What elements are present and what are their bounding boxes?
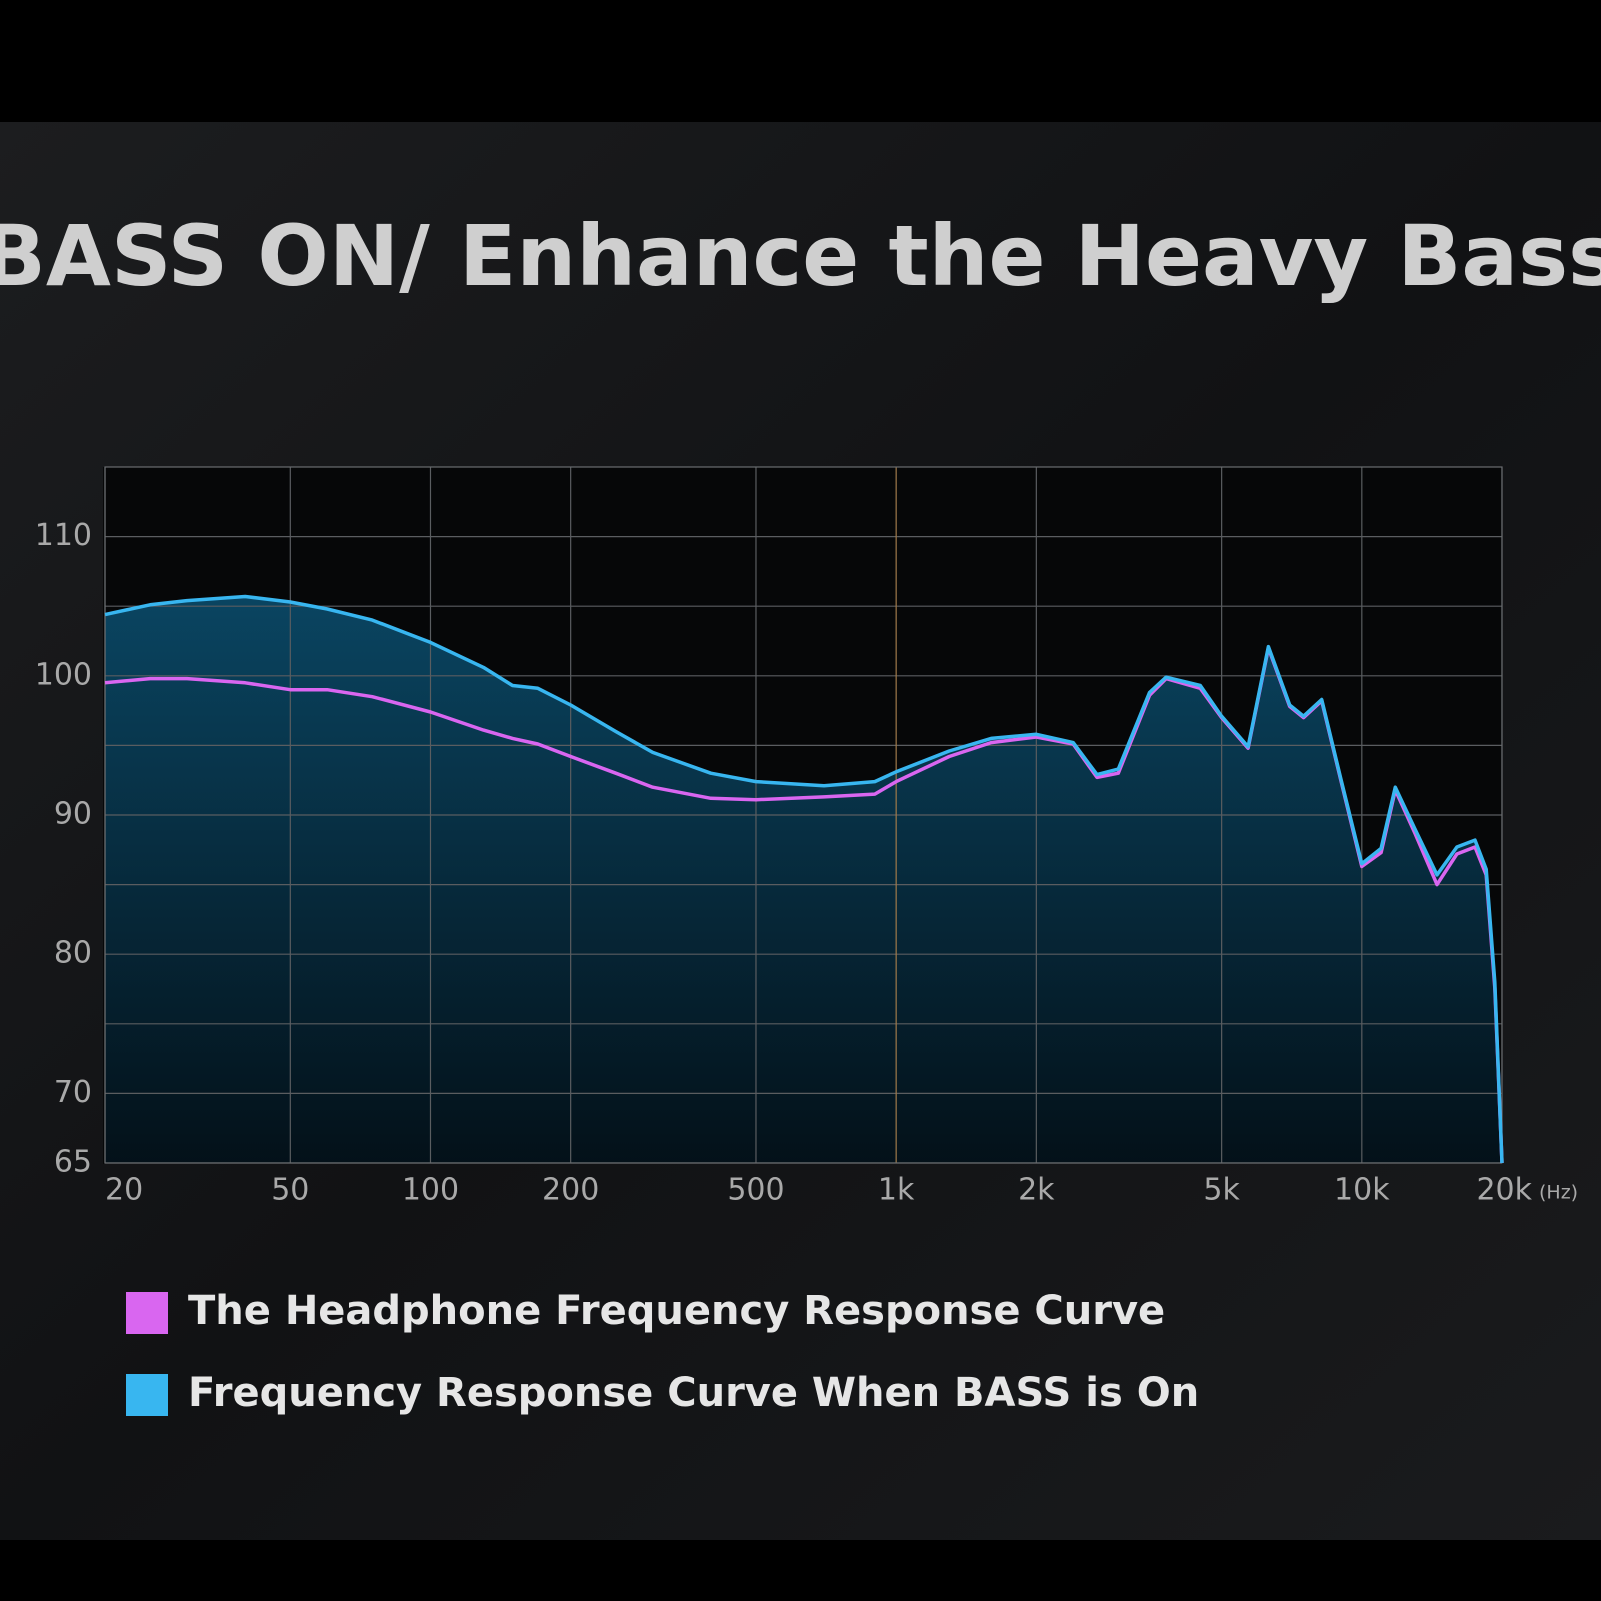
series-line: [104, 594, 1504, 1164]
x-tick-label: 2k: [1018, 1173, 1055, 1208]
x-tick-label: 1k: [878, 1173, 915, 1208]
y-tick-label: 70: [54, 1075, 92, 1110]
area: [105, 596, 1502, 1163]
plot-frame: [104, 466, 1503, 1164]
x-tick-label: 10k: [1334, 1173, 1390, 1208]
legend-swatch: [126, 1292, 168, 1334]
y-tick-label: 90: [54, 797, 92, 832]
x-tick-label: 5k: [1203, 1173, 1240, 1208]
y-tick-label: 100: [35, 657, 92, 692]
x-tick-label: 100: [402, 1173, 459, 1208]
x-unit: (Hz): [1539, 1182, 1578, 1204]
x-tick-label: 500: [727, 1173, 784, 1208]
legend-swatch: [126, 1374, 168, 1416]
y-tick-label: 80: [54, 936, 92, 971]
legend-label: The Headphone Frequency Response Curve: [188, 1288, 1165, 1334]
legend-label: Frequency Response Curve When BASS is On: [188, 1370, 1199, 1416]
chart-title: BASS ON/ Enhance the Heavy Bass: [0, 207, 1601, 305]
y-tick-label: 110: [35, 518, 92, 553]
x-tick-label: 50: [271, 1173, 309, 1208]
y-tick-label: 65: [54, 1145, 92, 1180]
x-tick-label: 20: [105, 1173, 143, 1208]
x-tick-label: 20k: [1476, 1173, 1532, 1208]
x-tick-label: 200: [542, 1173, 599, 1208]
